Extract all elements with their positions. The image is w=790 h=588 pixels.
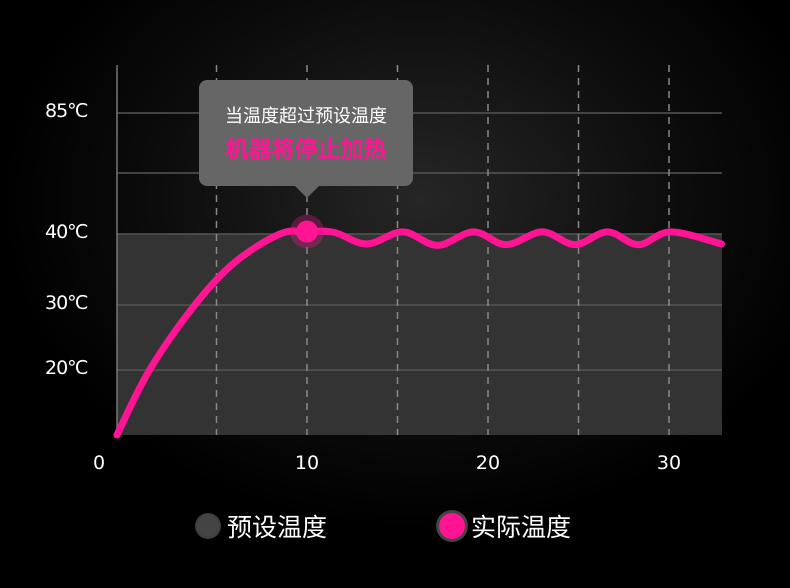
x-tick-label: 0 [92,452,106,474]
y-tick-label: 40℃ [45,221,89,243]
y-tick-label: 85℃ [45,100,89,122]
x-tick-label: 20 [475,452,501,474]
annotation-tooltip: 当温度超过预设温度 机器将停止加热 [199,80,413,198]
legend-item-preset: 预设温度 [195,508,327,544]
legend-label-preset: 预设温度 [227,513,328,542]
preset-area [117,234,722,435]
y-tick-label: 30℃ [45,292,89,314]
x-tick-label: 30 [656,452,682,474]
legend-swatch-preset [195,513,221,539]
annotation-line1: 当温度超过预设温度 [225,106,387,127]
legend-label-actual: 实际温度 [471,513,572,542]
actual-temperature-line [113,227,725,439]
x-tick-label: 10 [294,452,320,474]
annotation-marker [296,220,318,243]
annotation-line2: 机器将停止加热 [225,137,387,163]
legend-swatch-actual [439,513,465,539]
legend-item-actual: 实际温度 [439,508,571,544]
y-tick-label: 20℃ [45,357,89,379]
